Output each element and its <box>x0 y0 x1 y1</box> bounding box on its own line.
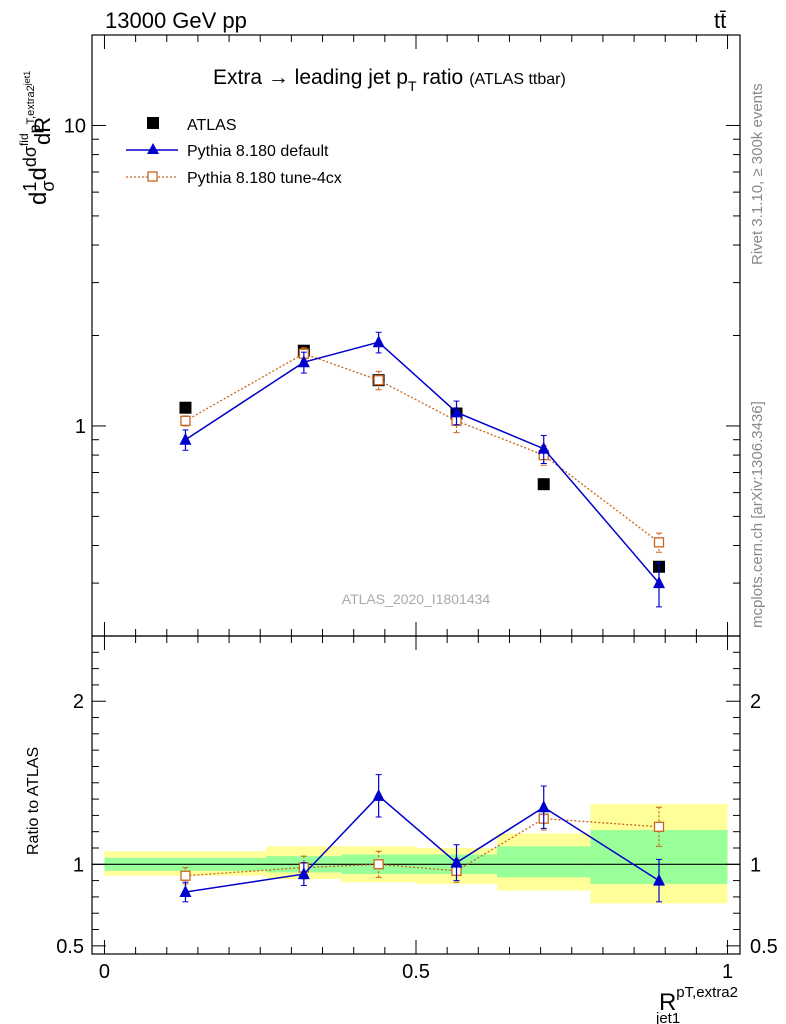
band-inner-4 <box>497 846 591 878</box>
xlabel-sub: jet1 <box>655 1010 680 1024</box>
ratio-pythia-default-line <box>185 794 660 893</box>
ylabel-p: p <box>27 124 44 133</box>
x-tick-label: 0.5 <box>402 961 430 983</box>
ratio-ytick-label-right: 0.5 <box>750 936 778 958</box>
ratio-pythia-default-point <box>297 867 310 880</box>
pythia-default-point <box>450 405 463 418</box>
ratio-pythia-default-point <box>653 873 665 886</box>
ratio-data-layer <box>179 774 665 903</box>
legend-marker-atlas <box>147 117 159 129</box>
rivet-label: Rivet 3.1.10, ≥ 300k events <box>749 83 766 265</box>
plot-title: Extra → leading jet pT ratio (ATLAS ttbar… <box>213 66 566 94</box>
ratio-y-label: Ratio to ATLAS <box>25 747 42 855</box>
ratio-tune-4cx-point <box>180 870 191 881</box>
main-ytick-label: 10 <box>64 115 86 137</box>
ratio-uncertainty-bands <box>92 803 740 904</box>
analysis-tag: ATLAS_2020_I1801434 <box>342 591 491 607</box>
pythia-default-point <box>179 432 192 445</box>
xlabel-base: R <box>659 989 676 1016</box>
x-axis-label: RpT,extra2 jet1 <box>655 984 738 1024</box>
pythia-default-point <box>372 335 385 348</box>
pythia-default-line <box>185 341 660 584</box>
tune-4cx-line <box>185 352 660 543</box>
ratio-ytick-label-right: 1 <box>750 854 761 876</box>
ratio-tune-4cx-point <box>373 859 384 870</box>
tune-4cx-point <box>373 375 384 386</box>
mcplots-label: mcplots.cern.ch [arXiv:1306.3436] <box>749 401 766 628</box>
legend: ATLAS Pythia 8.180 default Pythia 8.180 … <box>126 117 342 187</box>
ratio-tune-4cx-point <box>653 821 665 832</box>
pythia-default-point <box>653 576 665 589</box>
title-main: Extra → leading jet p <box>213 66 408 89</box>
atlas-point <box>537 478 550 491</box>
ylabel-one: 1 <box>20 182 40 192</box>
main-data-layer <box>179 331 665 608</box>
ratio-pythia-default-point <box>179 885 192 898</box>
main-y-label: d1σddσfidpT,extra2jet1 <box>17 71 58 205</box>
x-tick-label: 0 <box>99 961 110 983</box>
title-sub: T <box>408 78 417 94</box>
legend-label-atlas: ATLAS <box>187 117 237 134</box>
ratio-ytick-label-left: 1 <box>73 854 84 876</box>
x-tick-label: 1 <box>722 961 733 983</box>
title-tail: ratio <box>417 66 464 89</box>
ratio-ytick-label-left: 2 <box>73 691 84 713</box>
main-ytick-label: 1 <box>75 416 86 438</box>
legend-label-tune: Pythia 8.180 tune-4cx <box>187 170 342 187</box>
svg-text:d1σddσfidpT,extra2jet1: d1σddσfidpT,extra2jet1 <box>17 71 58 205</box>
atlas-point <box>179 401 192 414</box>
collision-label: 13000 GeV pp <box>105 8 247 33</box>
tune-4cx-point <box>653 537 665 548</box>
ratio-ytick-label-right: 2 <box>750 691 761 713</box>
tune-4cx-point <box>180 415 191 426</box>
ylabel-d2: d <box>25 167 52 180</box>
legend-marker-default <box>147 143 159 154</box>
ratio-pythia-default-point <box>537 800 550 813</box>
ylabel-dsigma: dσ <box>20 146 40 167</box>
ylabel-dR: dR <box>30 117 55 145</box>
ratio-panel-frame <box>91 635 741 955</box>
pythia-default-point <box>297 355 310 368</box>
ylabel-jet1: jet1 <box>22 71 32 87</box>
xlabel-sup: pT,extra2 <box>676 984 738 1001</box>
ratio-ytick-label-left: 0.5 <box>56 936 84 958</box>
pythia-default-point <box>537 441 550 454</box>
axis-ticks: 1 10 0 0.5 1 0.5 0.5 1 1 2 2 <box>56 34 778 983</box>
ratio-pythia-default-point <box>450 855 463 868</box>
ylabel-d1: d <box>25 192 52 205</box>
ratio-pythia-default-point <box>372 788 385 801</box>
process-label: tt̄ <box>714 8 726 33</box>
title-small: (ATLAS ttbar) <box>469 71 566 88</box>
legend-label-default: Pythia 8.180 default <box>187 143 329 160</box>
ylabel-sigma: σ <box>38 181 58 192</box>
ylabel-textra2: T,extra2 <box>25 85 37 124</box>
ylabel-fid: fid <box>17 133 31 146</box>
legend-marker-tune <box>147 171 158 182</box>
